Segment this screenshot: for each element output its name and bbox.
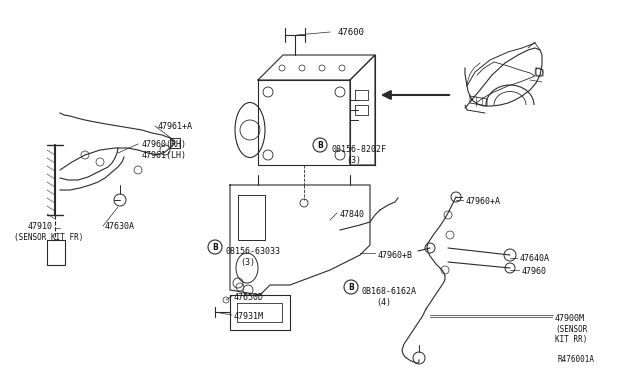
Text: 47931M: 47931M	[234, 312, 264, 321]
Text: 47960+A: 47960+A	[466, 197, 501, 206]
Text: 47630A: 47630A	[105, 222, 135, 231]
Text: 08156-8202F: 08156-8202F	[332, 145, 387, 154]
Text: B: B	[317, 141, 323, 150]
Text: 47961+A: 47961+A	[158, 122, 193, 131]
Text: 47900M: 47900M	[555, 314, 585, 323]
Text: 47960: 47960	[522, 267, 547, 276]
Text: B: B	[212, 243, 218, 251]
Text: B: B	[348, 282, 354, 292]
Text: 08156-63033: 08156-63033	[225, 247, 280, 256]
Text: (3): (3)	[240, 258, 255, 267]
Text: 47600: 47600	[338, 28, 365, 37]
Text: 47640A: 47640A	[520, 254, 550, 263]
Circle shape	[208, 240, 222, 254]
Text: (SENSOR: (SENSOR	[555, 325, 588, 334]
Text: 47961(LH): 47961(LH)	[142, 151, 187, 160]
Text: 47960+B: 47960+B	[378, 251, 413, 260]
Text: 47960(RH): 47960(RH)	[142, 140, 187, 149]
Circle shape	[344, 280, 358, 294]
Text: (3): (3)	[346, 156, 361, 165]
Text: (SENSOR KIT FR): (SENSOR KIT FR)	[14, 233, 83, 242]
Circle shape	[313, 138, 327, 152]
Text: KIT RR): KIT RR)	[555, 335, 588, 344]
Text: 47840: 47840	[340, 210, 365, 219]
Text: R476001A: R476001A	[558, 355, 595, 364]
Text: (4): (4)	[376, 298, 391, 307]
Text: 47650D: 47650D	[234, 293, 264, 302]
Text: 0B168-6162A: 0B168-6162A	[362, 287, 417, 296]
Text: 47910: 47910	[28, 222, 53, 231]
